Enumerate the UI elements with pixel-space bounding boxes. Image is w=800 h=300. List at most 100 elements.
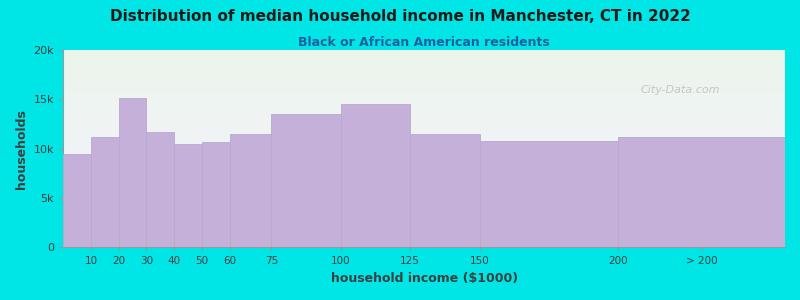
Bar — [63, 50, 785, 51]
Bar — [63, 116, 785, 117]
Bar — [63, 222, 785, 223]
Bar — [63, 78, 785, 79]
Bar — [63, 241, 785, 242]
Bar — [63, 79, 785, 80]
Bar — [63, 121, 785, 122]
Bar — [63, 56, 785, 57]
Bar — [63, 84, 785, 85]
Bar — [63, 150, 785, 151]
Bar — [63, 90, 785, 91]
Bar — [63, 54, 785, 55]
Bar — [63, 187, 785, 188]
Bar — [63, 210, 785, 211]
Bar — [63, 237, 785, 238]
Bar — [118, 98, 146, 247]
Bar — [63, 197, 785, 198]
Bar — [63, 129, 785, 130]
Bar — [63, 80, 785, 81]
Bar — [63, 83, 785, 84]
Bar — [63, 183, 785, 184]
Bar — [63, 76, 785, 77]
Bar — [63, 162, 785, 163]
Bar — [63, 95, 785, 97]
Bar — [63, 220, 785, 221]
Bar — [63, 157, 785, 158]
Bar — [63, 196, 785, 197]
Bar — [63, 214, 785, 215]
Bar — [63, 238, 785, 239]
Bar — [63, 188, 785, 189]
Bar — [63, 154, 91, 247]
Bar — [63, 202, 785, 203]
Bar — [63, 134, 785, 135]
Bar — [63, 141, 785, 142]
Bar — [63, 172, 785, 173]
Bar — [63, 154, 785, 155]
Y-axis label: households: households — [15, 109, 28, 189]
Bar — [63, 100, 785, 101]
Bar — [63, 110, 785, 111]
Bar — [63, 65, 785, 66]
Bar — [63, 209, 785, 210]
Bar — [63, 115, 785, 116]
Bar — [63, 119, 785, 120]
Bar — [63, 147, 785, 148]
Bar — [63, 223, 785, 224]
Bar — [63, 128, 785, 129]
Bar — [63, 242, 785, 244]
Bar — [63, 109, 785, 110]
Bar — [63, 167, 785, 169]
Bar — [63, 216, 785, 217]
Bar — [63, 213, 785, 214]
Bar — [63, 195, 785, 196]
Bar — [63, 159, 785, 160]
Bar — [63, 59, 785, 60]
Bar — [63, 127, 785, 128]
Bar — [63, 124, 785, 125]
Bar — [63, 85, 785, 86]
Bar — [63, 63, 785, 64]
Bar — [63, 190, 785, 191]
Bar — [63, 207, 785, 208]
Bar — [63, 238, 785, 239]
Bar — [63, 146, 785, 147]
Bar — [63, 164, 785, 165]
Bar — [63, 100, 785, 101]
Bar — [63, 61, 785, 62]
Bar — [63, 165, 785, 166]
Bar — [63, 226, 785, 227]
Bar — [63, 224, 785, 225]
Bar — [63, 142, 785, 143]
Bar — [63, 73, 785, 74]
Bar — [63, 155, 785, 156]
Bar — [63, 212, 785, 213]
Bar — [63, 208, 785, 209]
Bar — [63, 98, 785, 100]
Bar — [63, 184, 785, 185]
Bar — [63, 55, 785, 56]
Bar — [63, 120, 785, 121]
Bar — [63, 140, 785, 141]
Bar — [63, 182, 785, 183]
Bar — [63, 191, 785, 192]
Bar — [63, 75, 785, 76]
Bar — [63, 176, 785, 177]
Bar — [63, 58, 785, 59]
Bar — [146, 132, 174, 248]
Bar — [63, 246, 785, 247]
Bar — [63, 200, 785, 201]
Bar — [63, 111, 785, 112]
Bar — [63, 181, 785, 182]
Bar — [63, 211, 785, 212]
Bar — [63, 236, 785, 237]
Bar — [230, 134, 271, 247]
Bar — [63, 148, 785, 149]
Bar — [63, 70, 785, 71]
Bar — [63, 88, 785, 90]
Bar — [63, 204, 785, 205]
Bar — [63, 97, 785, 98]
Bar — [63, 67, 785, 68]
Bar — [63, 228, 785, 229]
Bar — [63, 193, 785, 194]
Bar — [63, 103, 785, 104]
